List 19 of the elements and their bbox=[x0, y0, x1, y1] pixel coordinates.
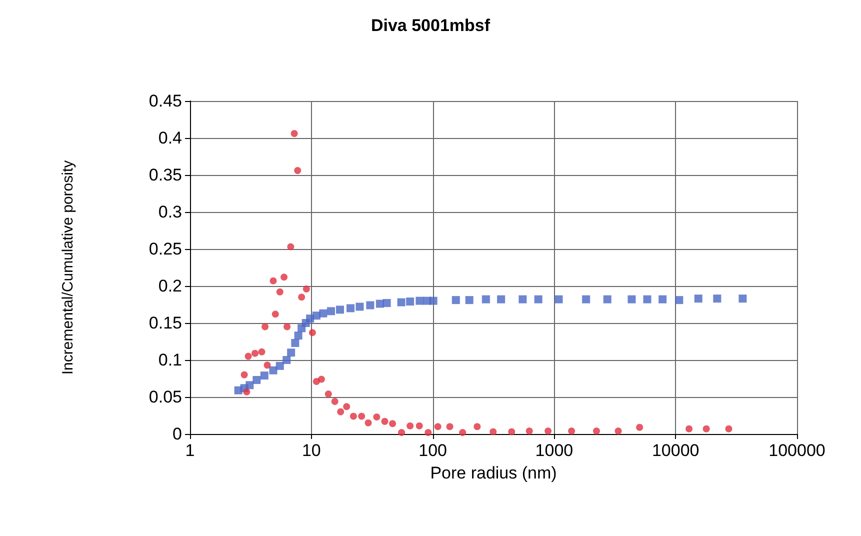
y-tick-label: 0.4 bbox=[158, 128, 182, 148]
y-tick-label: 0.05 bbox=[148, 388, 182, 406]
x-tick-label: 1000 bbox=[535, 441, 574, 460]
y-tick-label: 0.25 bbox=[148, 240, 182, 258]
y-tick-label: 0.1 bbox=[158, 350, 182, 370]
x-tick-label: 10 bbox=[302, 441, 321, 460]
y-tick-label: 0.3 bbox=[158, 202, 182, 222]
x-tick-label: 100000 bbox=[768, 441, 826, 460]
x-tick-label: 100 bbox=[418, 441, 447, 460]
y-tick-label: 0.45 bbox=[148, 92, 182, 110]
y-tick-label: 0.2 bbox=[158, 276, 182, 296]
y-tick-label: 0.35 bbox=[148, 166, 182, 184]
y-tick-label: 0 bbox=[172, 424, 182, 444]
x-tick-label: 1 bbox=[185, 441, 195, 460]
x-tick-label: 10000 bbox=[652, 441, 700, 460]
chart-title: Diva 5001mbsf bbox=[370, 16, 490, 35]
y-axis-title: Incremental/Cumulative porosity bbox=[60, 160, 76, 375]
x-axis-title: Pore radius (nm) bbox=[430, 464, 557, 482]
y-tick-label: 0.15 bbox=[148, 314, 182, 332]
